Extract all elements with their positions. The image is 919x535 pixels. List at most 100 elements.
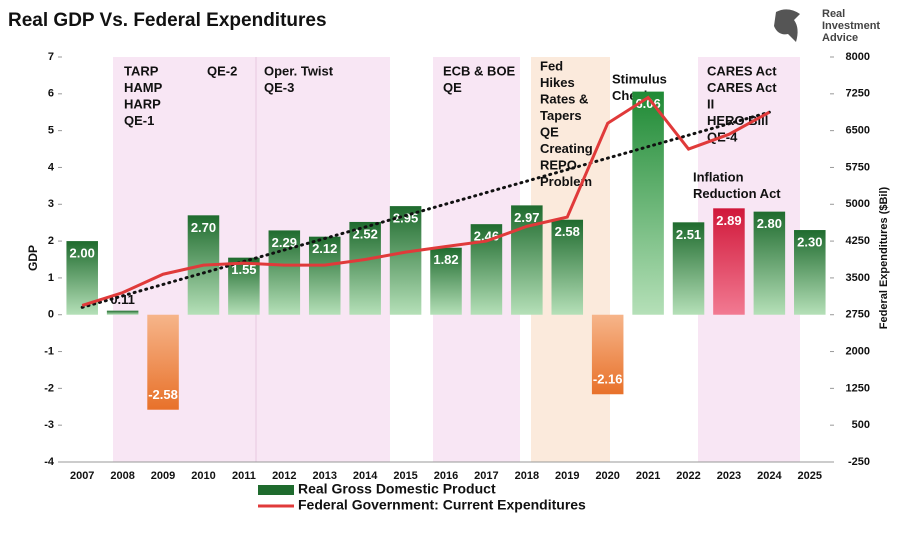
bar <box>470 224 503 315</box>
annotation: II <box>707 96 714 111</box>
bar <box>228 257 260 315</box>
x-tick-label: 2016 <box>434 470 458 482</box>
y2-tick-label: 3500 <box>846 272 870 284</box>
x-tick-label: 2025 <box>798 470 822 482</box>
x-tick-label: 2022 <box>676 470 700 482</box>
x-tick-label: 2011 <box>232 470 256 482</box>
value-label: 2.89 <box>716 213 741 228</box>
x-tick-label: 2019 <box>555 470 579 482</box>
y2-tick-label: -250 <box>848 456 870 468</box>
x-tick-label: 2021 <box>636 470 660 482</box>
x-tick-label: 2024 <box>757 470 782 482</box>
y-tick-label: 6 <box>48 88 54 100</box>
y2-tick-label: 5750 <box>846 161 870 173</box>
y-tick-label: 1 <box>48 272 54 284</box>
value-label: 2.52 <box>353 226 378 241</box>
bar <box>713 208 745 315</box>
y2-tick-label: 7250 <box>846 88 870 100</box>
value-label: 2.51 <box>676 227 701 242</box>
value-label: 2.80 <box>757 216 782 231</box>
bar <box>794 230 826 315</box>
brand-text: Investment <box>822 20 880 32</box>
y2-axis-title: Federal Expenditures ($Bil) <box>878 186 890 329</box>
annotation: QE-1 <box>124 113 154 128</box>
value-label: 1.82 <box>433 252 458 267</box>
y2-tick-label: 6500 <box>846 125 870 137</box>
y-tick-label: -4 <box>44 456 55 468</box>
annotation: Rates & <box>540 91 588 106</box>
bar <box>632 91 664 315</box>
x-tick-label: 2023 <box>717 470 741 482</box>
y2-tick-label: 2750 <box>846 309 870 321</box>
y-tick-label: 7 <box>48 51 54 63</box>
y-tick-label: 0 <box>48 309 54 321</box>
annotation: Reduction Act <box>693 186 781 201</box>
bar <box>591 314 624 395</box>
y-tick-label: 4 <box>48 161 55 173</box>
annotation: REPO <box>540 157 577 172</box>
x-tick-label: 2008 <box>110 470 134 482</box>
annotation: Tapers <box>540 108 582 123</box>
annotation: Fed <box>540 58 563 73</box>
value-label: 2.58 <box>555 224 580 239</box>
legend-label: Federal Government: Current Expenditures <box>298 497 586 513</box>
bar <box>672 222 705 315</box>
y-tick-label: 2 <box>48 235 54 247</box>
x-tick-label: 2017 <box>474 470 498 482</box>
annotation: CARES Act <box>707 63 777 78</box>
chart-title: Real GDP Vs. Federal Expenditures <box>8 10 327 31</box>
x-tick-label: 2020 <box>595 470 619 482</box>
annotation: Hikes <box>540 75 575 90</box>
annotation: TARP <box>124 63 159 78</box>
bar <box>308 236 341 315</box>
bar <box>430 247 462 315</box>
value-label: 2.97 <box>514 210 539 225</box>
y2-tick-label: 500 <box>852 419 870 431</box>
value-label: -2.16 <box>593 372 623 387</box>
legend-label: Real Gross Domestic Product <box>298 481 496 497</box>
x-tick-label: 2009 <box>151 470 175 482</box>
annotation: HARP <box>124 96 161 111</box>
x-tick-label: 2010 <box>191 470 215 482</box>
annotation: QE-2 <box>207 63 237 78</box>
annotation: Problem <box>540 174 592 189</box>
x-tick-label: 2018 <box>515 470 539 482</box>
bar <box>106 310 139 315</box>
annotation: Creating <box>540 141 593 156</box>
annotation: Oper. Twist <box>264 63 334 78</box>
annotation: Inflation <box>693 169 744 184</box>
y-tick-label: 5 <box>48 125 54 137</box>
brand-text: Advice <box>822 32 858 44</box>
y2-tick-label: 2000 <box>846 345 870 357</box>
annotation: CARES Act <box>707 80 777 95</box>
y-tick-label: -1 <box>44 345 54 357</box>
y-tick-label: -3 <box>44 419 54 431</box>
y2-tick-label: 5000 <box>846 198 870 210</box>
x-tick-label: 2013 <box>312 470 336 482</box>
bar <box>147 314 179 410</box>
y-tick-label: -2 <box>44 382 54 394</box>
annotation: QE <box>540 124 559 139</box>
trend-line <box>80 110 771 309</box>
value-label: 2.29 <box>272 235 297 250</box>
value-label: 2.30 <box>797 234 822 249</box>
value-label: -2.58 <box>148 387 178 402</box>
legend-swatch <box>258 485 294 495</box>
annotation: QE-3 <box>264 80 294 95</box>
annotation: Stimulus <box>612 71 667 86</box>
x-tick-label: 2012 <box>272 470 296 482</box>
y2-tick-label: 1250 <box>846 382 870 394</box>
bar <box>349 221 381 315</box>
x-tick-label: 2007 <box>70 470 94 482</box>
x-tick-label: 2015 <box>393 470 417 482</box>
annotation: ECB & BOE <box>443 63 516 78</box>
y-tick-label: 3 <box>48 198 54 210</box>
brand-text: Real <box>822 8 845 20</box>
y-axis-title: GDP <box>26 245 40 271</box>
y2-tick-label: 8000 <box>846 51 870 63</box>
value-label: 1.55 <box>231 262 256 277</box>
bar <box>389 206 422 315</box>
annotation: HAMP <box>124 80 163 95</box>
value-label: 2.12 <box>312 241 337 256</box>
